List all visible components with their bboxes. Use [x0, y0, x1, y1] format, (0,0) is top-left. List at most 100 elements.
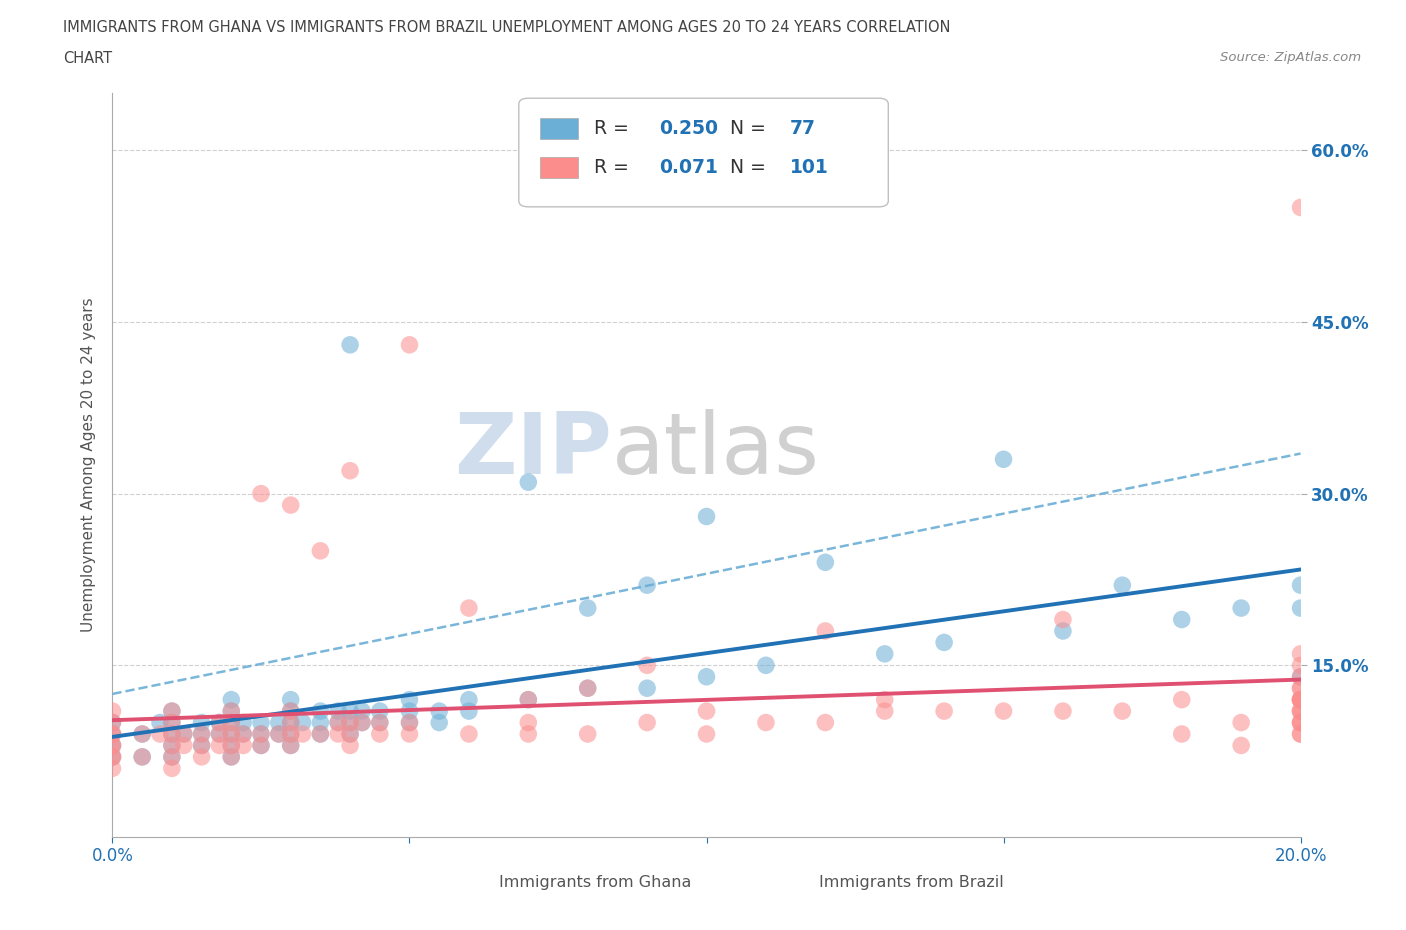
Point [1170, 612, 1192, 627]
Point [398, 692, 420, 707]
Point [1289, 200, 1312, 215]
Point [1111, 578, 1133, 592]
Point [1289, 704, 1312, 719]
Point [219, 750, 242, 764]
Point [1289, 658, 1312, 672]
Point [190, 738, 212, 753]
Point [101, 726, 124, 741]
Point [398, 338, 420, 352]
Point [101, 715, 124, 730]
Text: Source: ZipAtlas.com: Source: ZipAtlas.com [1220, 51, 1361, 64]
Point [350, 715, 373, 730]
FancyBboxPatch shape [519, 99, 889, 206]
Point [219, 738, 242, 753]
Point [280, 715, 302, 730]
Point [934, 704, 956, 719]
Point [1289, 601, 1312, 616]
Point [309, 715, 332, 730]
Point [576, 681, 599, 696]
Point [814, 555, 837, 570]
Point [328, 704, 350, 719]
Point [173, 738, 195, 753]
Point [173, 726, 195, 741]
Point [1289, 681, 1312, 696]
FancyBboxPatch shape [540, 157, 578, 178]
Point [190, 715, 212, 730]
Point [190, 750, 212, 764]
Point [339, 338, 361, 352]
Point [934, 635, 956, 650]
Point [993, 452, 1015, 467]
Point [1289, 704, 1312, 719]
Point [1170, 726, 1192, 741]
Point [1289, 692, 1312, 707]
Point [873, 704, 896, 719]
Point [280, 738, 302, 753]
Point [219, 704, 242, 719]
Point [208, 726, 231, 741]
Point [160, 715, 183, 730]
Text: R =: R = [593, 119, 628, 139]
Point [160, 726, 183, 741]
Point [280, 704, 302, 719]
Point [280, 726, 302, 741]
Point [291, 715, 314, 730]
Point [208, 738, 231, 753]
Point [517, 726, 540, 741]
Point [291, 726, 314, 741]
Point [250, 715, 273, 730]
Point [696, 704, 718, 719]
Point [309, 704, 332, 719]
Point [368, 715, 391, 730]
Point [160, 761, 183, 776]
Text: Immigrants from Ghana: Immigrants from Ghana [499, 875, 690, 890]
Point [280, 715, 302, 730]
Point [101, 738, 124, 753]
Point [250, 726, 273, 741]
Text: 0.250: 0.250 [659, 119, 718, 139]
Point [160, 750, 183, 764]
Point [173, 726, 195, 741]
Point [208, 715, 231, 730]
Point [1289, 715, 1312, 730]
Point [636, 681, 658, 696]
Point [398, 726, 420, 741]
Text: N =: N = [730, 119, 766, 139]
Point [814, 715, 837, 730]
Point [160, 750, 183, 764]
Point [1289, 715, 1312, 730]
Point [232, 738, 254, 753]
Point [232, 726, 254, 741]
Point [219, 704, 242, 719]
Point [309, 726, 332, 741]
Point [696, 509, 718, 524]
Point [208, 726, 231, 741]
Point [1289, 692, 1312, 707]
Point [636, 715, 658, 730]
Point [250, 726, 273, 741]
Text: 77: 77 [790, 119, 815, 139]
Point [576, 681, 599, 696]
Point [101, 726, 124, 741]
Point [101, 750, 124, 764]
Point [232, 715, 254, 730]
Point [160, 738, 183, 753]
Point [208, 715, 231, 730]
Point [457, 692, 479, 707]
Point [328, 726, 350, 741]
Point [636, 658, 658, 672]
Point [1289, 670, 1312, 684]
Point [309, 726, 332, 741]
Point [339, 715, 361, 730]
Point [755, 658, 778, 672]
Point [280, 738, 302, 753]
Point [873, 646, 896, 661]
Point [339, 463, 361, 478]
Point [1289, 726, 1312, 741]
Point [219, 750, 242, 764]
Point [280, 692, 302, 707]
Point [149, 726, 172, 741]
Point [1289, 715, 1312, 730]
Text: 101: 101 [790, 158, 828, 177]
Point [219, 715, 242, 730]
